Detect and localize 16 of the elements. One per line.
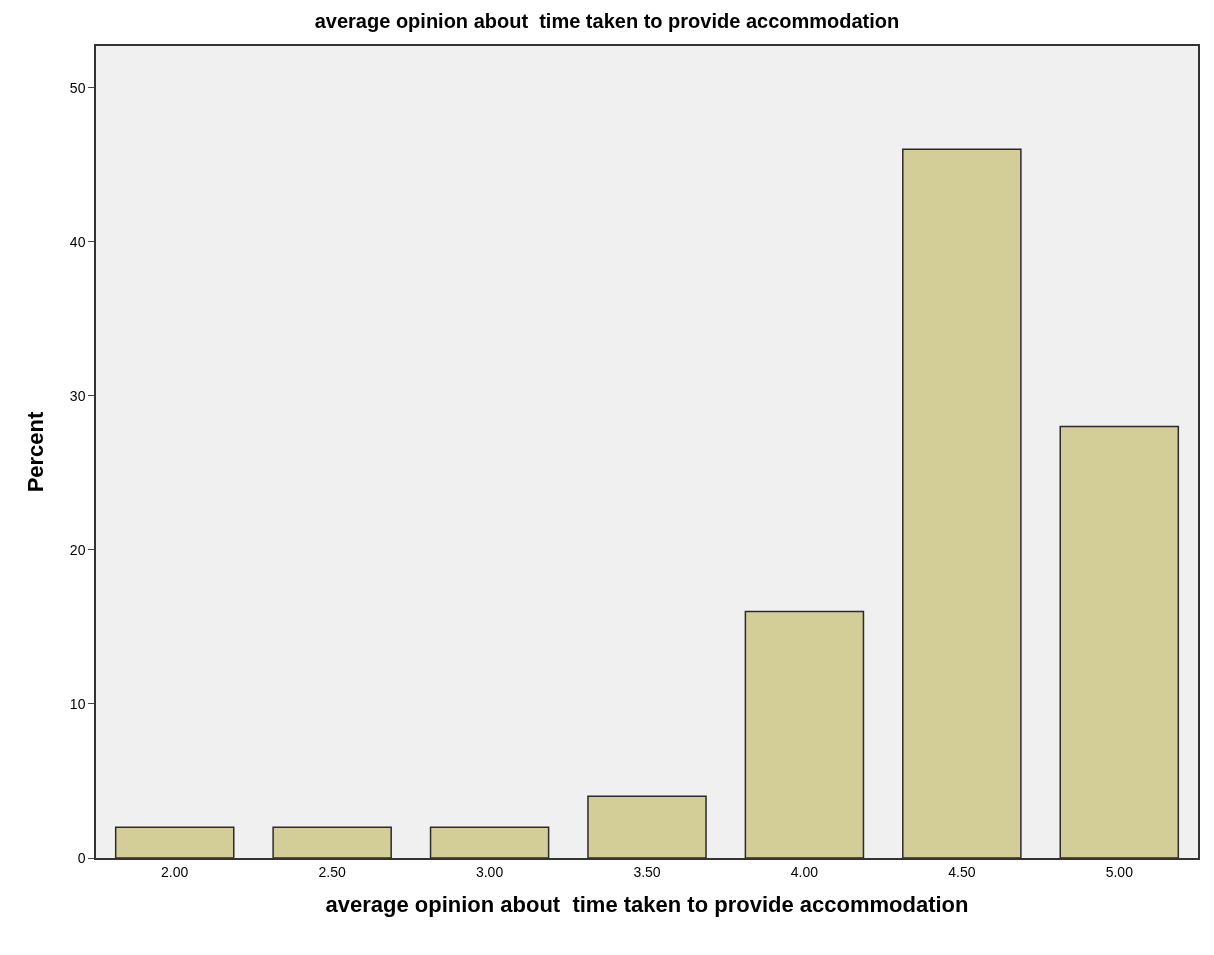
x-tick-label: 5.00 (1105, 863, 1134, 880)
x-tick-label: 3.00 (475, 863, 504, 880)
y-axis-title: Percent (23, 410, 49, 493)
x-tick-label: 4.00 (790, 863, 819, 880)
x-tick-label: 4.50 (948, 863, 976, 880)
x-axis-title: average opinion about time taken to provide accommodation (325, 891, 969, 917)
y-tick-label: 10 (69, 695, 86, 712)
x-tick-label: 2.50 (318, 863, 346, 880)
x-tick-label: 3.50 (633, 863, 661, 880)
y-tick-label: 0 (77, 849, 86, 866)
chart-title: average opinion about time taken to provide accommodation (314, 10, 900, 33)
y-tick-label: 40 (69, 233, 86, 250)
x-tick-label: 2.00 (161, 863, 189, 880)
y-tick-label: 20 (69, 541, 86, 558)
y-tick-label: 30 (69, 387, 86, 404)
y-tick-label: 50 (69, 79, 86, 96)
